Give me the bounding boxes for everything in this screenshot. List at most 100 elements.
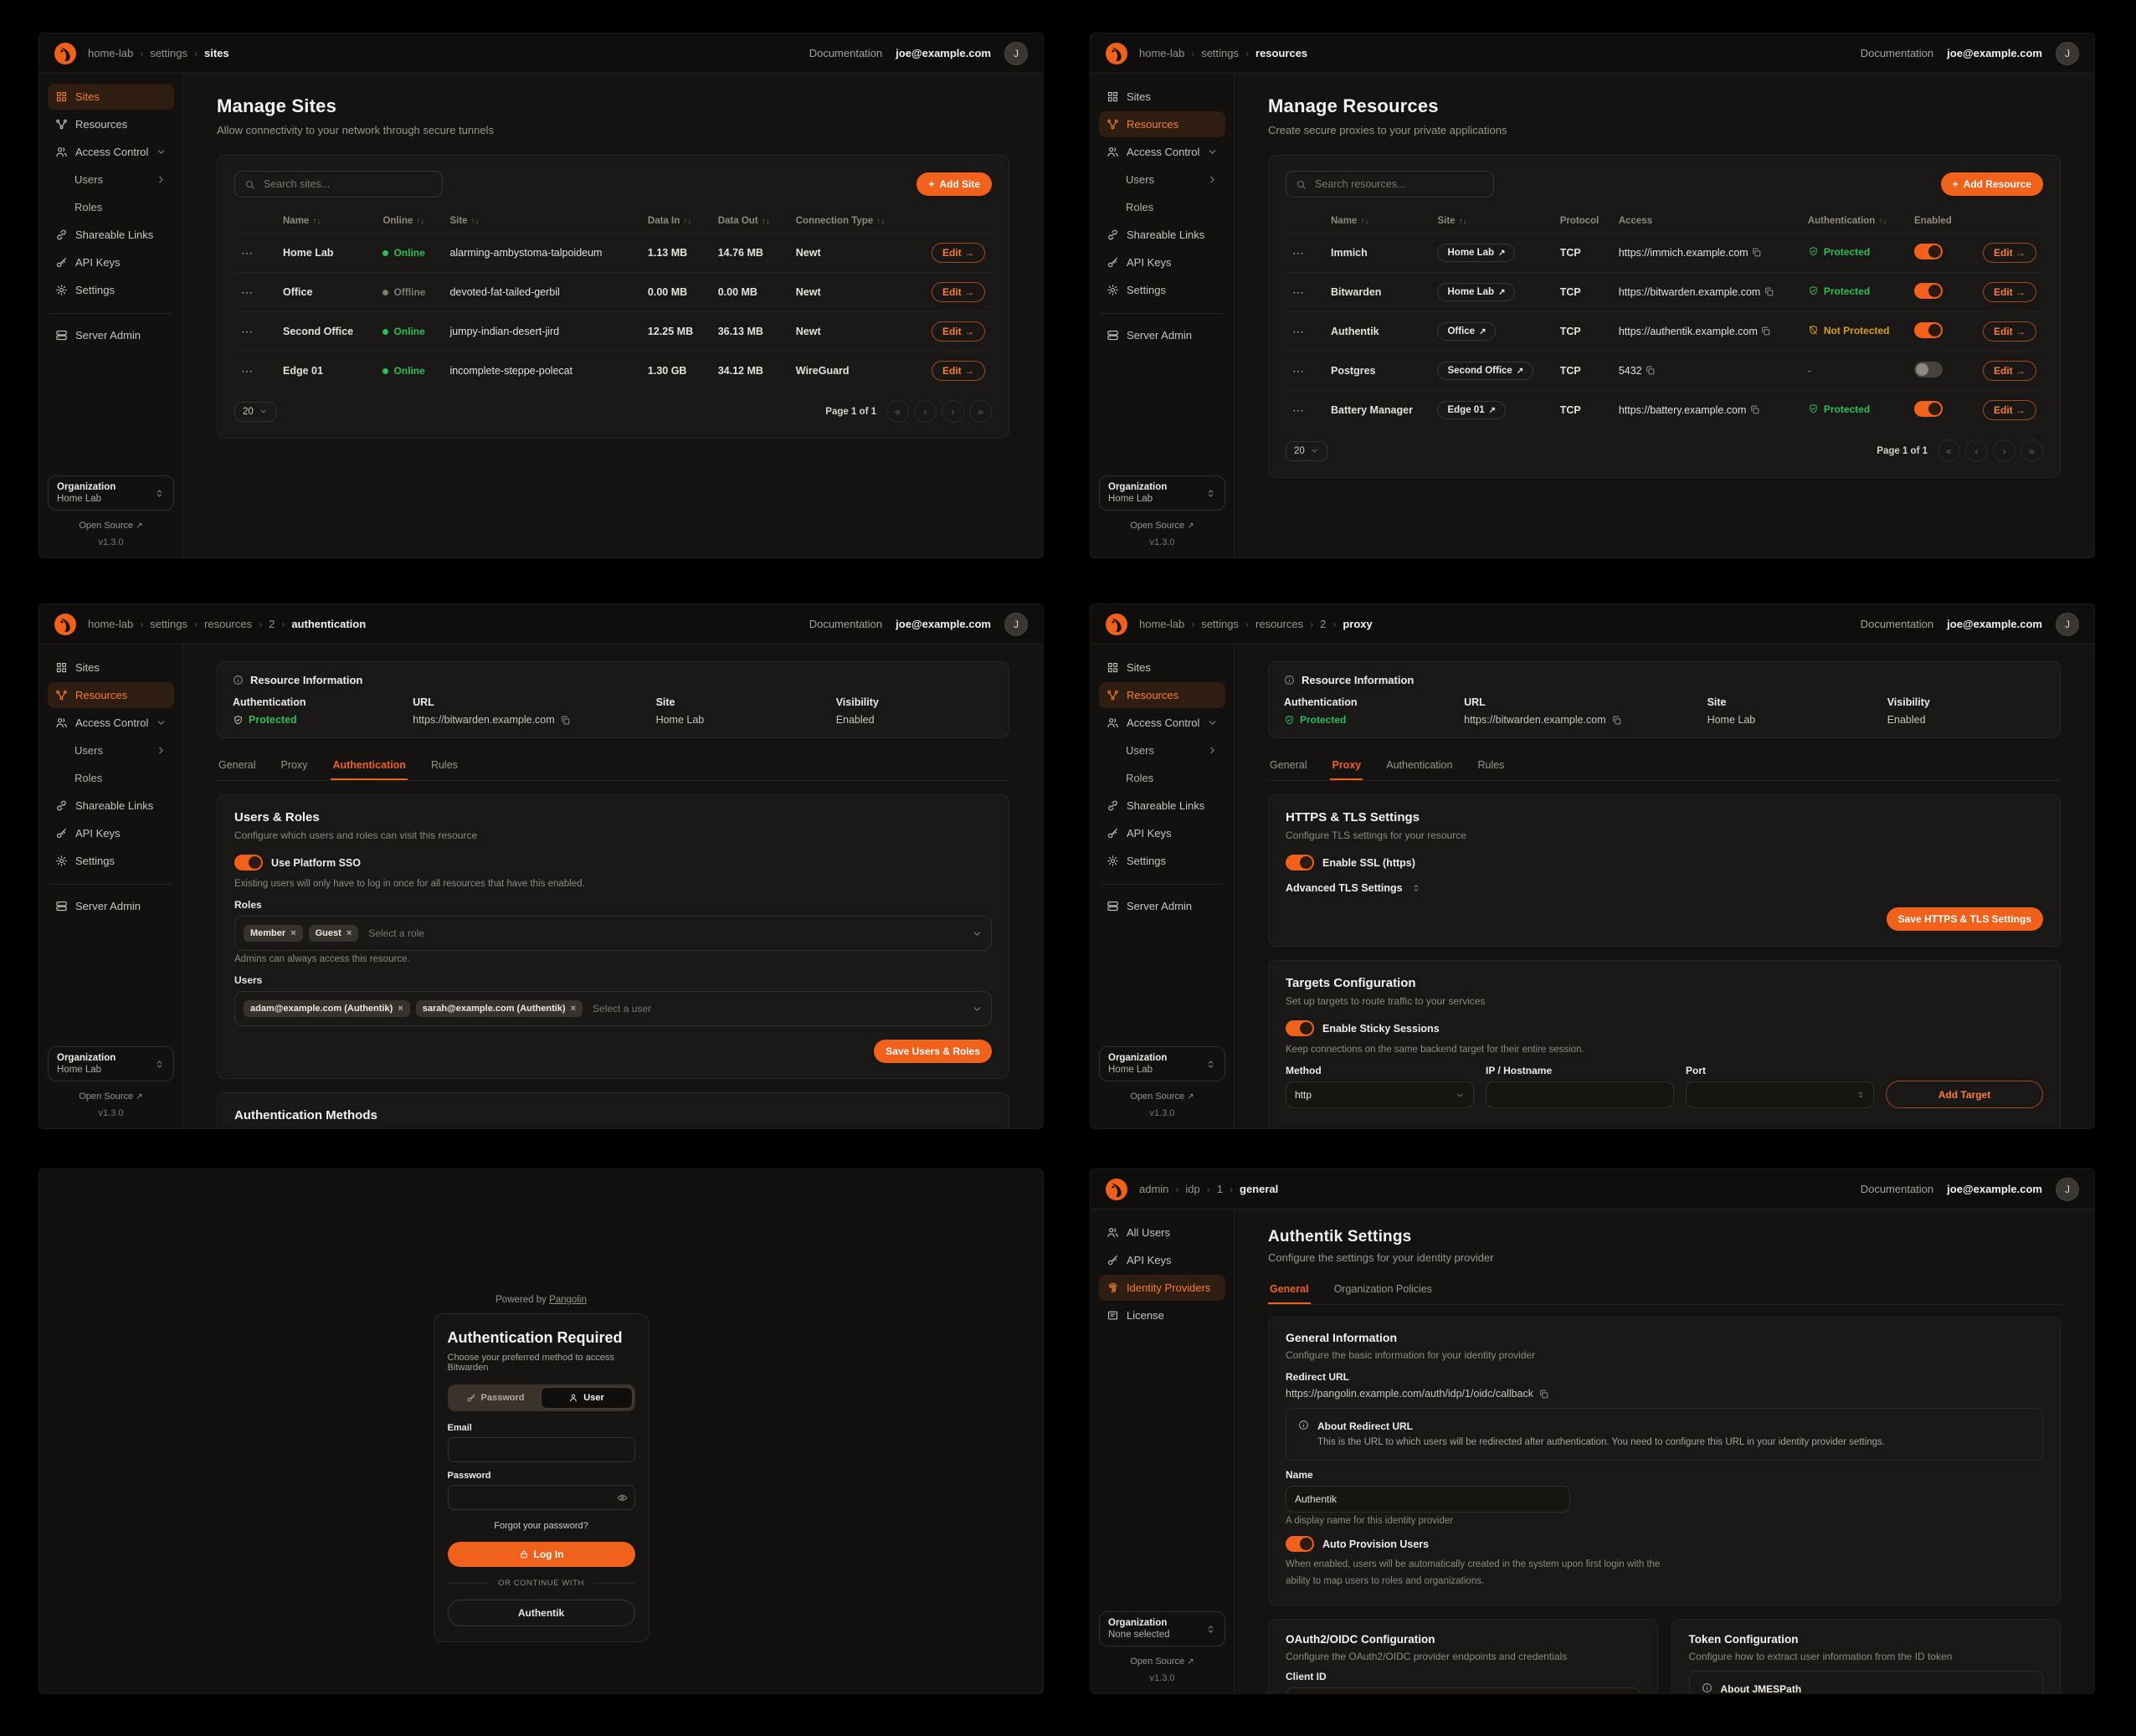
copy-icon[interactable] (1611, 715, 1622, 726)
chip[interactable]: Member × (244, 925, 303, 942)
authentik-sso-button[interactable]: Authentik (447, 1600, 635, 1626)
advanced-tls-expander[interactable]: Advanced TLS Settings (1286, 882, 1403, 894)
sidebar-item-users[interactable]: Users (1099, 737, 1225, 763)
avatar[interactable]: J (1004, 612, 1028, 636)
add-resource-button[interactable]: + Add Resource (1940, 172, 2043, 196)
sidebar-item-roles[interactable]: Roles (1126, 772, 1154, 784)
row-menu-button[interactable]: ⋯ (241, 285, 254, 299)
documentation-link[interactable]: Documentation (809, 47, 883, 59)
sidebar-item-shareable-links[interactable]: Shareable Links (48, 222, 174, 248)
save-users-roles-button[interactable]: Save Users & Roles (874, 1040, 992, 1063)
sidebar-item-sites[interactable]: Sites (48, 655, 174, 681)
sidebar-item-all-users[interactable]: All Users (1099, 1220, 1225, 1246)
open-source-link[interactable]: Open Source ↗ (1130, 1656, 1194, 1667)
col-name[interactable]: Name ↑↓ (1331, 216, 1369, 226)
name-field[interactable]: Authentik (1286, 1486, 1570, 1513)
sidebar-item-api-keys[interactable]: API Keys (1099, 249, 1225, 275)
password-field[interactable] (447, 1485, 635, 1510)
sidebar-item-roles[interactable]: Roles (1126, 201, 1154, 213)
chip[interactable]: adam@example.com (Authentik) × (244, 1000, 410, 1017)
enabled-toggle[interactable] (1914, 244, 1943, 259)
sidebar-item-access-control[interactable]: Access Control (48, 139, 174, 165)
breadcrumb-item[interactable]: settings (150, 47, 188, 59)
tab-rules[interactable]: Rules (430, 759, 458, 771)
next-page-button[interactable]: › (1993, 439, 2015, 462)
enabled-toggle[interactable] (1914, 362, 1943, 378)
edit-button[interactable]: Edit → (932, 361, 985, 381)
open-source-link[interactable]: Open Source ↗ (1130, 1091, 1194, 1102)
sidebar-item-access-control[interactable]: Access Control (48, 710, 174, 736)
sidebar-item-shareable-links[interactable]: Shareable Links (1099, 222, 1225, 248)
sidebar-item-api-keys[interactable]: API Keys (48, 249, 174, 275)
sidebar-item-resources[interactable]: Resources (1099, 111, 1225, 137)
avatar[interactable]: J (2056, 1177, 2079, 1201)
ip-hostname-input[interactable] (1486, 1081, 1674, 1108)
sidebar-item-roles[interactable]: Roles (74, 772, 103, 784)
edit-button[interactable]: Edit → (1983, 321, 2036, 342)
page-size-select[interactable]: 20 (234, 401, 276, 422)
edit-button[interactable]: Edit → (1983, 400, 2036, 420)
edit-button[interactable]: Edit → (932, 321, 985, 342)
tab-general[interactable]: General (1270, 759, 1307, 771)
copy-icon[interactable] (1760, 326, 1771, 336)
last-page-button[interactable]: » (2020, 439, 2043, 462)
user-email[interactable]: joe@example.com (896, 618, 991, 630)
chip[interactable]: Guest × (308, 925, 359, 942)
row-menu-button[interactable]: ⋯ (241, 245, 254, 259)
tab-proxy[interactable]: Proxy (280, 759, 308, 771)
close-icon[interactable]: × (290, 928, 296, 938)
sidebar-item-settings[interactable]: Settings (1099, 277, 1225, 303)
sidebar-item-users[interactable]: Users (1099, 167, 1225, 193)
col-site[interactable]: Site ↑↓ (1437, 216, 1467, 226)
sidebar-item-resources[interactable]: Resources (48, 111, 174, 137)
add-target-button[interactable]: Add Target (1886, 1081, 2043, 1108)
avatar[interactable]: J (1004, 41, 1028, 65)
sidebar-item-sites[interactable]: Sites (48, 84, 174, 110)
site-link[interactable]: Office ↗ (1437, 322, 1497, 341)
breadcrumb-item[interactable]: 2 (269, 618, 275, 630)
col-connection-type[interactable]: Connection Type ↑↓ (795, 216, 886, 226)
close-icon[interactable]: × (570, 1004, 577, 1014)
sidebar-item-users[interactable]: Users (48, 167, 174, 193)
close-icon[interactable]: × (346, 928, 352, 938)
tab-organization-policies[interactable]: Organization Policies (1333, 1283, 1432, 1295)
roles-multiselect[interactable]: Member × Guest × Select a role (234, 916, 992, 951)
site-link[interactable]: Second Office ↗ (1437, 362, 1534, 380)
tab-general[interactable]: General (1268, 1276, 1311, 1304)
organization-switcher[interactable]: Organization None selected (1099, 1611, 1225, 1646)
email-field[interactable] (447, 1437, 635, 1462)
sidebar-item-access-control[interactable]: Access Control (1099, 139, 1225, 165)
tab-rules[interactable]: Rules (1477, 759, 1505, 771)
first-page-button[interactable]: « (886, 400, 909, 423)
organization-switcher[interactable]: Organization Home Lab (48, 1046, 174, 1081)
breadcrumb-item[interactable]: home-lab (88, 47, 134, 59)
forgot-password-link[interactable]: Forgot your password? (494, 1521, 588, 1531)
prev-page-button[interactable]: ‹ (1965, 439, 1988, 462)
search-input[interactable] (234, 171, 443, 198)
auto-provision-toggle[interactable] (1286, 1536, 1314, 1553)
sidebar-item-server-admin[interactable]: Server Admin (1099, 893, 1225, 919)
breadcrumb-item[interactable]: home-lab (88, 618, 134, 630)
edit-button[interactable]: Edit → (932, 282, 985, 302)
copy-icon[interactable] (1749, 404, 1760, 415)
documentation-link[interactable]: Documentation (1860, 1183, 1934, 1195)
col-data-out[interactable]: Data Out ↑↓ (717, 216, 770, 226)
row-menu-button[interactable]: ⋯ (1292, 285, 1305, 299)
search-input[interactable] (1286, 171, 1494, 198)
breadcrumb-item[interactable]: 2 (1320, 618, 1327, 630)
row-menu-button[interactable]: ⋯ (241, 363, 254, 378)
col-online[interactable]: Online ↑↓ (383, 216, 425, 226)
sidebar-item-settings[interactable]: Settings (48, 277, 174, 303)
copy-icon[interactable] (1645, 365, 1656, 376)
user-method-tab[interactable]: User (540, 1387, 633, 1409)
eye-icon[interactable] (617, 1492, 628, 1503)
spinner-icon[interactable] (1856, 1091, 1865, 1099)
sidebar-item-roles[interactable]: Roles (74, 201, 103, 213)
breadcrumb-item[interactable]: settings (1201, 47, 1240, 59)
row-menu-button[interactable]: ⋯ (1292, 403, 1305, 417)
user-email[interactable]: joe@example.com (1947, 1183, 2042, 1195)
login-button[interactable]: Log In (447, 1542, 635, 1567)
documentation-link[interactable]: Documentation (809, 618, 883, 630)
open-source-link[interactable]: Open Source ↗ (79, 1091, 143, 1102)
sidebar-item-resources[interactable]: Resources (1099, 682, 1225, 708)
